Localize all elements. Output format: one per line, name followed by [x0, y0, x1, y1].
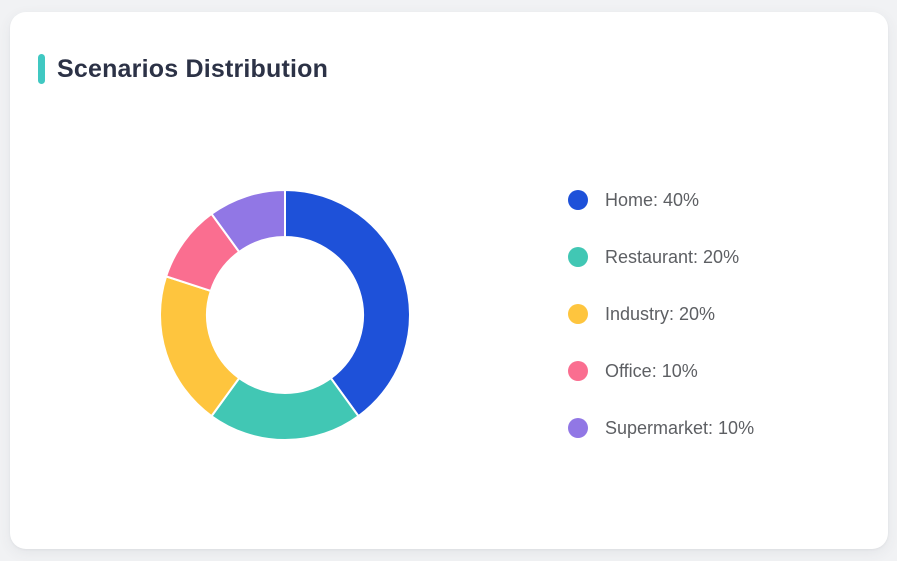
legend-label: Industry: 20%: [605, 303, 716, 324]
legend-item-industry[interactable]: Industry: 20%: [568, 302, 754, 326]
legend-marker-home: [568, 190, 588, 210]
title-accent-bar: [38, 54, 45, 84]
card-header: Scenarios Distribution: [38, 54, 328, 84]
chart-legend: Home: 40% Restaurant: 20% Industry: 20% Off…: [568, 188, 754, 473]
legend-item-home[interactable]: Home: 40%: [568, 188, 754, 212]
legend-item-office[interactable]: Office: 10%: [568, 359, 754, 383]
scenarios-distribution-card: Scenarios Distribution Home: 40% Restaura…: [10, 12, 888, 549]
legend-label: Home: 40%: [605, 189, 700, 210]
legend-item-restaurant[interactable]: Restaurant: 20%: [568, 245, 754, 269]
legend-marker-restaurant: [568, 247, 588, 267]
legend-label: Restaurant: 20%: [605, 246, 740, 267]
card-title: Scenarios Distribution: [57, 54, 329, 83]
legend-marker-supermarket: [568, 418, 588, 438]
donut-slice-home[interactable]: [284, 189, 411, 418]
legend-item-supermarket[interactable]: Supermarket: 10%: [568, 416, 754, 440]
legend-label: Supermarket: 10%: [605, 417, 755, 438]
legend-marker-industry: [568, 304, 588, 324]
legend-label: Office: 10%: [605, 360, 698, 381]
donut-slice-industry[interactable]: [159, 275, 241, 418]
donut-chart: [159, 189, 411, 441]
legend-marker-office: [568, 361, 588, 381]
donut-slice-supermarket[interactable]: [210, 189, 286, 253]
